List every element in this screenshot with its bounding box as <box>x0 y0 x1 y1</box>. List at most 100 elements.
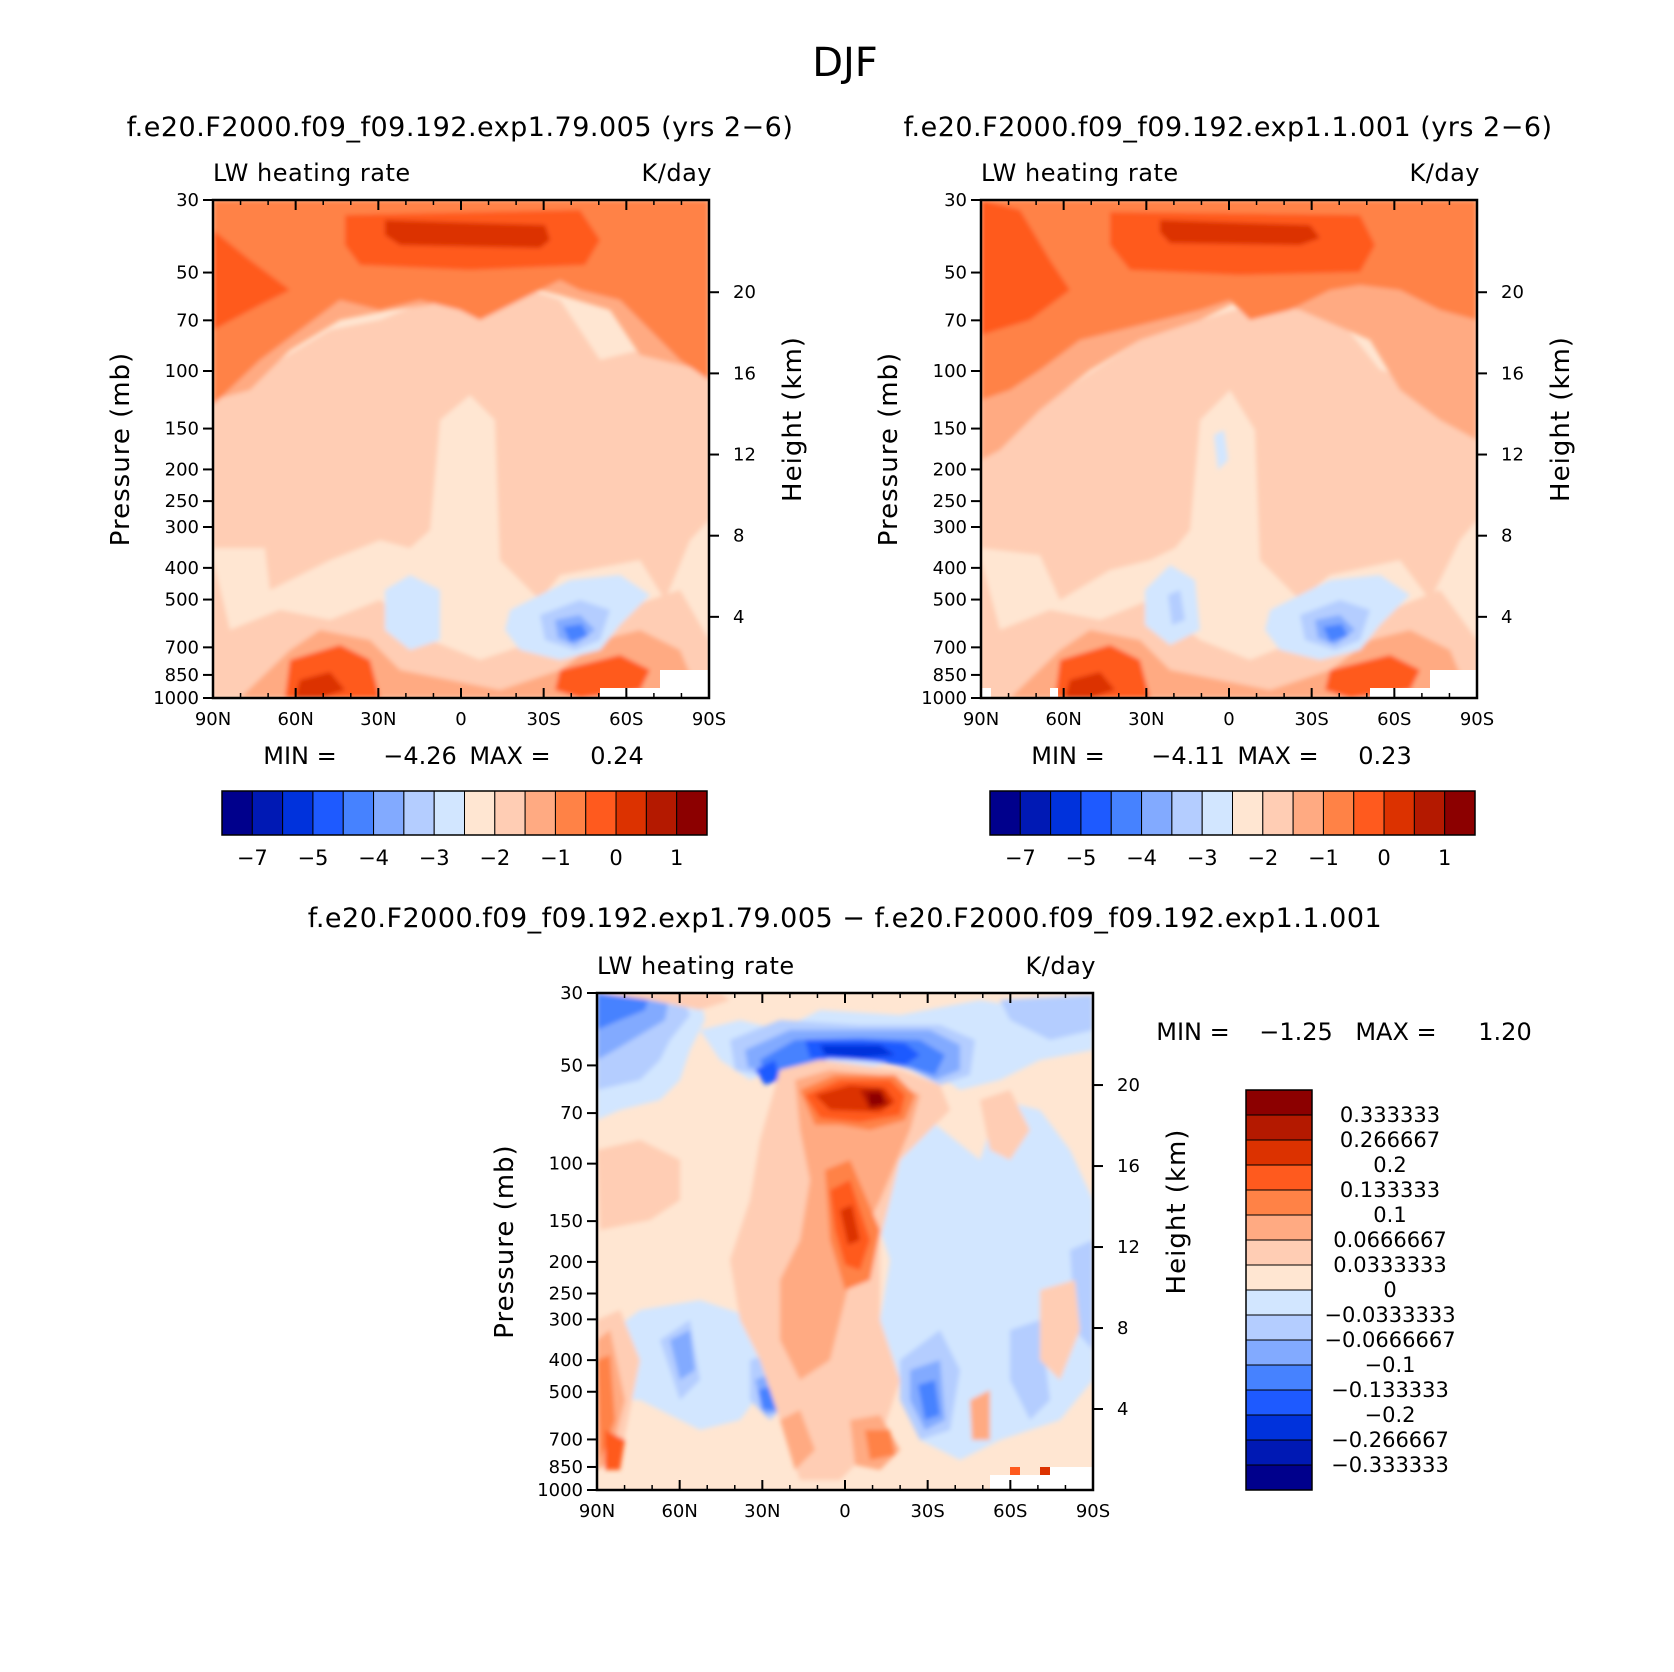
colorbar-swatch <box>1245 1339 1313 1366</box>
x-tick-label: 90N <box>579 1501 615 1522</box>
colorbar-label: 0.333333 <box>1340 1103 1440 1127</box>
colorbar-swatch <box>615 790 647 836</box>
colorbar-label: −5 <box>297 846 328 870</box>
colorbar: −7 −5 −4 −3 −2 −1 0 1 <box>989 790 1476 870</box>
colorbar-label: −0.1 <box>1365 1353 1416 1377</box>
colorbar-swatch <box>1245 1314 1313 1341</box>
y-tick-label: 1000 <box>537 1480 583 1501</box>
colorbar-swatch <box>1383 790 1415 836</box>
units-label: K/day <box>1026 952 1096 980</box>
colorbar-label: 1 <box>670 846 683 870</box>
y-tick-label: 100 <box>165 361 199 382</box>
max-value: 1.20 <box>1478 1018 1531 1046</box>
y-tick-label: 250 <box>165 491 199 512</box>
x-tick-label: 0 <box>455 709 466 730</box>
colorbar-swatch <box>1232 790 1264 836</box>
colorbar-label: −0.0333333 <box>1324 1303 1455 1327</box>
colorbar-swatch <box>1245 1464 1313 1491</box>
colorbar-swatch <box>1050 790 1082 836</box>
y-tick-label: 850 <box>933 665 967 686</box>
colorbar-label: −3 <box>1187 846 1218 870</box>
y-tick-label: 300 <box>549 1309 583 1330</box>
x-tick-label: 60S <box>609 709 643 730</box>
colorbar-label: −7 <box>237 846 268 870</box>
max-label: MAX = <box>1355 1018 1436 1046</box>
colorbar-swatch <box>1444 790 1476 836</box>
colorbar-swatch <box>676 790 708 836</box>
colorbar-label: −1 <box>1308 846 1339 870</box>
colorbar-swatch <box>1245 1364 1313 1391</box>
x-tick-label: 60S <box>993 1501 1027 1522</box>
colorbar-swatch <box>1245 1414 1313 1441</box>
colorbar-label: 0.266667 <box>1340 1128 1440 1152</box>
colorbar-swatch <box>1201 790 1233 836</box>
colorbar-swatch <box>1262 790 1294 836</box>
y-tick-label: 150 <box>549 1211 583 1232</box>
colorbar-label: 0.133333 <box>1340 1178 1440 1202</box>
colorbar-swatch <box>524 790 556 836</box>
colorbar-swatch <box>221 790 253 836</box>
colorbar-label: 0.0666667 <box>1333 1228 1447 1252</box>
y-tick-label: 400 <box>549 1350 583 1371</box>
colorbar-label: −3 <box>419 846 450 870</box>
y-tick-label: 50 <box>560 1055 583 1076</box>
units-label: K/day <box>642 159 712 187</box>
colorbar-swatch <box>645 790 678 836</box>
y-right-tick-label: 4 <box>1501 607 1512 628</box>
y-tick-label: 700 <box>933 637 967 658</box>
x-tick-label: 90N <box>195 709 231 730</box>
y-axis-title: Pressure (mb) <box>490 1144 520 1338</box>
y-tick-label: 250 <box>933 491 967 512</box>
min-value: −4.11 <box>1151 742 1225 770</box>
y-tick-label: 400 <box>165 558 199 579</box>
x-tick-label: 60N <box>661 1501 697 1522</box>
x-tick-label: 90S <box>1460 709 1494 730</box>
colorbar-swatch <box>433 790 465 836</box>
x-tick-label: 0 <box>839 1501 850 1522</box>
min-value: −1.25 <box>1259 1018 1333 1046</box>
axes: 90N 60N 30N 0 30S 60S 90S 30 50 70 100 150 200 250 300… <box>874 190 1576 730</box>
y-right-tick-label: 16 <box>733 363 756 384</box>
contour-field <box>213 200 709 698</box>
y-right-tick-label: 8 <box>1501 526 1512 547</box>
colorbar-label: 1 <box>1438 846 1451 870</box>
min-value: −4.26 <box>383 742 457 770</box>
colorbar-swatch <box>282 790 314 836</box>
colorbar-label: 0 <box>1383 1278 1396 1302</box>
colorbar-swatch <box>1110 790 1143 836</box>
max-value: 0.23 <box>1358 742 1411 770</box>
min-label: MIN = <box>1031 742 1104 770</box>
colorbar-swatch <box>1245 1164 1313 1191</box>
colorbar-swatch <box>342 790 375 836</box>
colorbar-swatch <box>373 790 405 836</box>
colorbar-swatch <box>1353 790 1385 836</box>
panel-title: f.e20.F2000.f09_f09.192.exp1.1.001 (yrs … <box>903 112 1552 143</box>
colorbar-swatch <box>1245 1214 1313 1241</box>
y-tick-label: 200 <box>933 459 967 480</box>
y-tick-label: 700 <box>165 637 199 658</box>
colorbar-swatch <box>1171 790 1203 836</box>
y-right-tick-label: 12 <box>1117 1237 1140 1258</box>
colorbar-label: 0.0333333 <box>1333 1253 1447 1277</box>
colorbar-swatch <box>1413 790 1446 836</box>
x-tick-label: 90S <box>692 709 726 730</box>
colorbar-swatch <box>1080 790 1112 836</box>
y-right-tick-label: 4 <box>733 607 744 628</box>
colorbar-swatch <box>585 790 617 836</box>
colorbar-label: −1 <box>540 846 571 870</box>
colorbar-swatch <box>312 790 344 836</box>
min-label: MIN = <box>263 742 336 770</box>
y-tick-label: 70 <box>944 310 967 331</box>
min-label: MIN = <box>1156 1018 1229 1046</box>
y-tick-label: 70 <box>560 1103 583 1124</box>
figure-title: DJF <box>812 40 878 86</box>
y-right-tick-label: 12 <box>1501 445 1524 466</box>
colorbar-swatch <box>1292 790 1324 836</box>
axes: 90N 60N 30N 0 30S 60S 90S 30 50 70 100 150 200 250 300… <box>106 190 808 730</box>
colorbar-label: −2 <box>479 846 510 870</box>
colorbar-swatch <box>1245 1139 1313 1166</box>
y-tick-label: 500 <box>165 590 199 611</box>
y-right-axis-title: Height (km) <box>1162 1129 1192 1295</box>
y-tick-label: 200 <box>549 1252 583 1273</box>
